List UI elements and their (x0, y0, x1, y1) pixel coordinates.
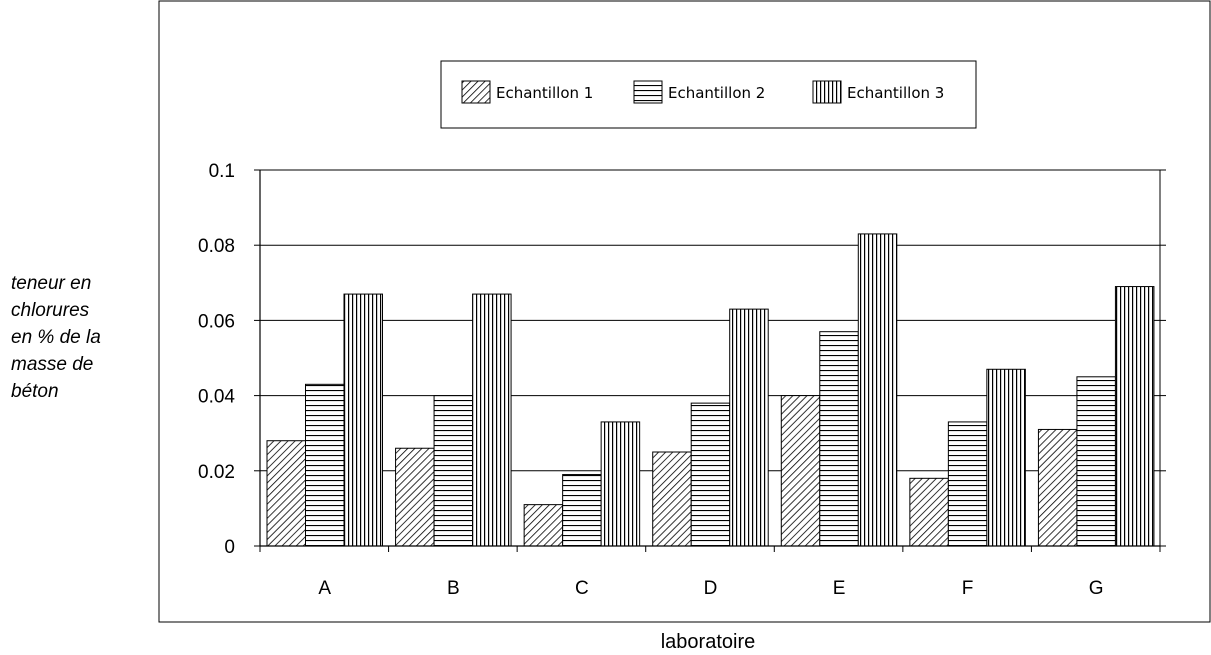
y-axis-label-line: béton (11, 381, 59, 402)
legend-label: Echantillon 3 (847, 84, 944, 102)
bar-f-series-1 (909, 477, 949, 547)
y-axis-label-line: en % de la (11, 327, 101, 348)
bar-b-series-2 (433, 395, 474, 547)
bar-d-series-1 (652, 451, 692, 547)
x-tick-labels: A B C D E F G (318, 578, 1103, 599)
legend-label: Echantillon 1 (496, 84, 593, 102)
y-tick-label: 0.02 (198, 462, 235, 483)
bar-d-series-3 (729, 308, 769, 547)
y-tick-labels: 0 0.02 0.04 0.06 0.08 0.1 (198, 161, 235, 558)
y-tick-label: 0.04 (198, 387, 235, 408)
legend: Echantillon 1 Echantillon 2 Echantillon … (440, 60, 977, 129)
bar-c-series-1 (523, 504, 564, 547)
x-tick-label: G (1089, 578, 1104, 599)
bar-b-series-3 (472, 293, 512, 547)
y-tick-label: 0.08 (198, 236, 235, 257)
bar-a-series-3 (343, 293, 383, 547)
bar-a-series-2 (305, 383, 345, 547)
y-axis-label-line: teneur en (11, 273, 91, 294)
y-axis-label: teneur en chlorures en % de la masse de … (11, 273, 101, 402)
bar-e-series-3 (857, 233, 898, 547)
bar-g-series-2 (1076, 376, 1116, 547)
bar-g-series-3 (1114, 286, 1155, 547)
bar-d-series-2 (690, 402, 731, 547)
bar-f-series-2 (947, 421, 988, 547)
x-tick-label: B (447, 578, 460, 599)
bar-c-series-2 (562, 474, 602, 547)
bars (266, 233, 1155, 547)
bar-c-series-3 (600, 421, 641, 547)
x-tick-label: D (704, 578, 718, 599)
legend-swatch-echantillon-1 (461, 80, 491, 104)
axes (254, 169, 1166, 552)
bar-f-series-3 (986, 368, 1026, 547)
legend-label: Echantillon 2 (668, 84, 765, 102)
bar-g-series-1 (1037, 428, 1078, 547)
y-tick-label: 0 (224, 537, 235, 558)
legend-swatch-echantillon-3 (812, 80, 842, 104)
bar-a-series-1 (266, 440, 306, 547)
y-tick-label: 0.1 (209, 161, 235, 182)
bar-e-series-2 (819, 331, 859, 547)
y-tick-label: 0.06 (198, 311, 235, 332)
y-axis-label-line: masse de (11, 354, 93, 375)
x-tick-label: F (962, 578, 974, 599)
bar-e-series-1 (780, 395, 821, 547)
x-axis-label: laboratoire (661, 631, 756, 653)
legend-box (440, 60, 977, 129)
x-tick-label: A (318, 578, 331, 599)
chart-area-frame (158, 0, 1211, 623)
x-tick-label: E (833, 578, 846, 599)
y-axis-label-line: chlorures (11, 300, 90, 321)
x-tick-label: C (575, 578, 589, 599)
legend-swatch-echantillon-2 (633, 80, 663, 104)
bar-b-series-1 (395, 447, 435, 547)
